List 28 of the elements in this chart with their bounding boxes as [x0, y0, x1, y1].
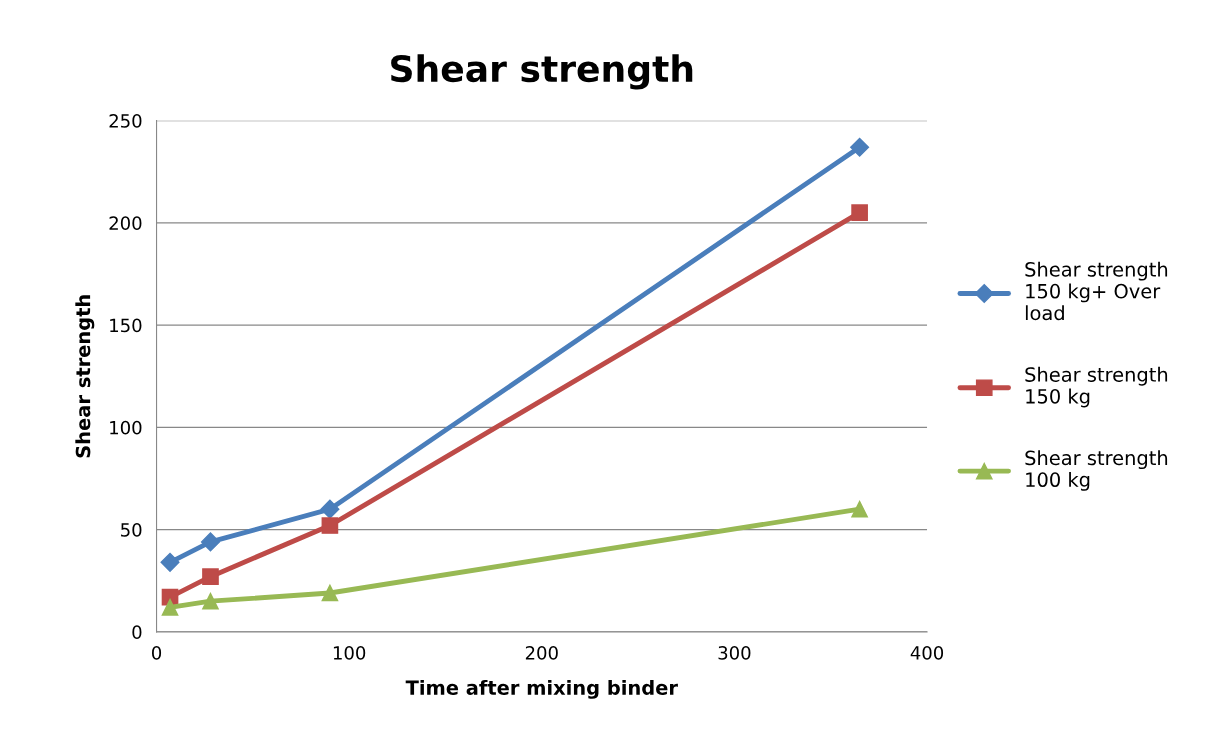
y-tick-label: 50	[121, 523, 142, 537]
point	[160, 552, 180, 572]
point	[321, 584, 339, 602]
legend-label: Shear strength 150 kg	[1025, 366, 1168, 408]
y-tick-label: 200	[109, 216, 142, 230]
x-tick-label: 100	[333, 646, 366, 660]
y-axis-title: Shear strength	[75, 295, 95, 458]
y-tick-label: 250	[109, 114, 142, 128]
x-tick-label: 200	[525, 646, 558, 660]
x-axis-title: Time after mixing binder	[405, 679, 678, 699]
point	[161, 598, 179, 616]
x-tick-label: 300	[718, 646, 751, 660]
y-tick-label: 150	[110, 318, 142, 333]
point	[202, 592, 219, 610]
point	[850, 137, 870, 157]
point	[200, 532, 221, 552]
point	[320, 499, 340, 519]
chart-title: Shear strength	[391, 54, 693, 90]
point	[851, 500, 868, 518]
x-tick-label: 0	[151, 646, 162, 660]
x-tick-label: 400	[910, 646, 944, 660]
legend-label: Shear strength 100 kg	[1025, 450, 1168, 491]
legend-label: Shear strength 150 kg+ Over load	[1025, 261, 1168, 321]
y-tick-label: 100	[110, 420, 142, 435]
point	[202, 568, 219, 585]
y-tick-label: 0	[132, 625, 142, 639]
point	[851, 204, 868, 221]
point	[321, 517, 339, 534]
